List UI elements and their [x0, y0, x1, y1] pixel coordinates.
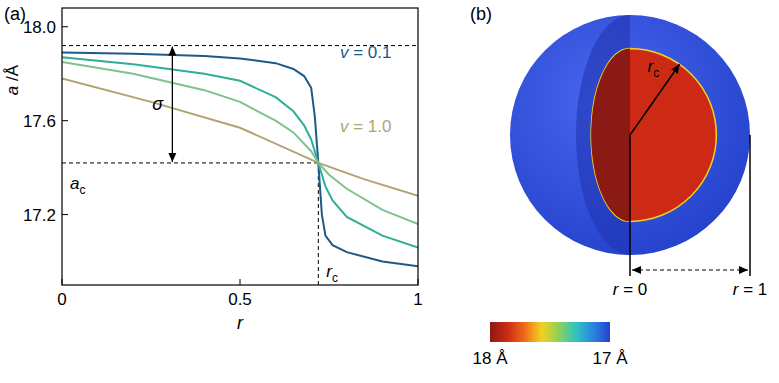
ac-label-sub: c	[79, 183, 85, 197]
panel-label: (b)	[470, 4, 492, 24]
ac-line	[62, 162, 318, 163]
radius-arrow	[632, 270, 748, 271]
y-tick-label: 17.6	[23, 112, 56, 131]
rc-label-sub: c	[332, 271, 338, 285]
x-axis-label: r	[237, 313, 244, 333]
edge-line	[749, 135, 751, 276]
y-tick	[62, 26, 68, 27]
figure: (a)v = 0.1v = 1.0σacrc00.5117.217.618.0r…	[0, 0, 779, 383]
outer-cut-face	[576, 15, 630, 255]
text-rest: = 0	[618, 280, 647, 299]
sigma-label: σ	[152, 94, 164, 114]
y-tick-label: 17.2	[23, 206, 56, 225]
y-tick	[62, 214, 68, 215]
y-tick	[62, 120, 68, 121]
text-rest: = 0.1	[349, 43, 392, 62]
series-lines	[62, 53, 418, 267]
reference-lines	[62, 46, 418, 285]
center-label: r = 0	[613, 280, 648, 299]
x-tick-label: 1	[413, 290, 422, 309]
y-tick-label: 18.0	[23, 18, 56, 37]
sigma-arrow	[172, 47, 173, 162]
core-cut-face	[591, 49, 630, 222]
inner-core	[591, 49, 716, 222]
series-label: v = 1.0	[340, 117, 392, 136]
text-italic: a	[3, 86, 22, 95]
rc-arrow	[630, 64, 680, 135]
rc-label: rc	[326, 262, 338, 285]
series-line	[62, 53, 418, 267]
rc-diagram-label: rc	[648, 57, 660, 80]
ac-label-main: a	[70, 174, 79, 193]
x-tick-label: 0	[57, 290, 66, 309]
y-axis-label: a /Å	[3, 64, 22, 95]
colorbar-label: 17 Å	[593, 349, 629, 368]
x-tick	[62, 279, 63, 285]
series-line	[62, 62, 418, 224]
edge-label: r = 1	[733, 280, 768, 299]
rc-diagram-label-sub: c	[653, 66, 659, 80]
x-tick	[240, 279, 241, 285]
x-tick-label: 0.5	[228, 290, 252, 309]
series-line	[62, 57, 418, 247]
x-tick	[418, 279, 419, 285]
series-label: v = 0.1	[340, 43, 392, 62]
text-rest: = 1	[738, 280, 767, 299]
ac-label: ac	[70, 174, 85, 197]
text-rest: /Å	[3, 64, 22, 85]
colorbar-label: 18 Å	[473, 349, 509, 368]
plot-frame	[62, 8, 418, 285]
center-line	[629, 135, 631, 276]
text-rest: = 1.0	[349, 117, 392, 136]
colorbar	[490, 322, 610, 342]
series-line	[62, 78, 418, 195]
